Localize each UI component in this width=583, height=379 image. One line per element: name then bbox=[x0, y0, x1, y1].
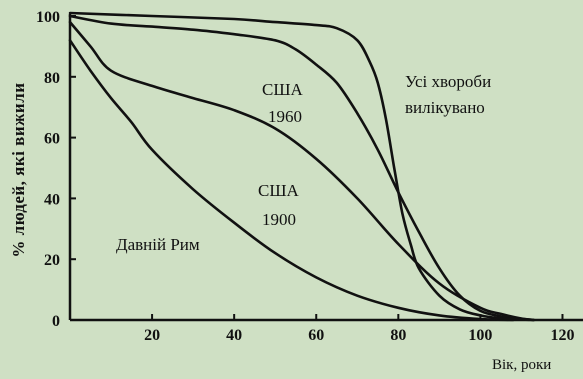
y-tick-label: 80 bbox=[44, 70, 60, 87]
y-tick-label: 40 bbox=[44, 191, 60, 208]
series-usa-1900-line bbox=[68, 20, 536, 322]
series-all-diseases-cured-line bbox=[68, 11, 536, 322]
annotation-usa-1960-year: 1960 bbox=[268, 107, 302, 126]
y-tick-label: 0 bbox=[52, 313, 60, 330]
series-usa-1960-line bbox=[68, 14, 536, 322]
annotation-usa-1960-country: США bbox=[262, 80, 303, 99]
tick-labels: 20 40 60 80 100 120 0 20 40 60 80 100 bbox=[36, 9, 574, 344]
series-group bbox=[68, 11, 536, 322]
x-tick-label: 100 bbox=[468, 327, 492, 344]
y-axis-label: % людей, які вижили bbox=[9, 82, 28, 257]
y-tick-label: 100 bbox=[36, 9, 60, 26]
x-tick-label: 40 bbox=[226, 327, 242, 344]
annotation-all-diseases-cured-line1: Усі хвороби bbox=[405, 72, 491, 91]
annotation-usa-1900-year: 1900 bbox=[262, 210, 296, 229]
x-tick-label: 60 bbox=[308, 327, 324, 344]
x-tick-label: 20 bbox=[144, 327, 160, 344]
annotation-all-diseases-cured-line2: вилікувано bbox=[405, 98, 485, 117]
y-tick-label: 20 bbox=[44, 252, 60, 269]
series-ancient-rome-line bbox=[68, 39, 515, 322]
x-tick-label: 120 bbox=[550, 327, 574, 344]
x-axis-label: Вік, роки bbox=[492, 357, 551, 373]
annotation-ancient-rome: Давній Рим bbox=[116, 235, 200, 254]
x-tick-label: 80 bbox=[390, 327, 406, 344]
annotation-usa-1900-country: США bbox=[258, 181, 299, 200]
y-tick-label: 60 bbox=[44, 131, 60, 148]
